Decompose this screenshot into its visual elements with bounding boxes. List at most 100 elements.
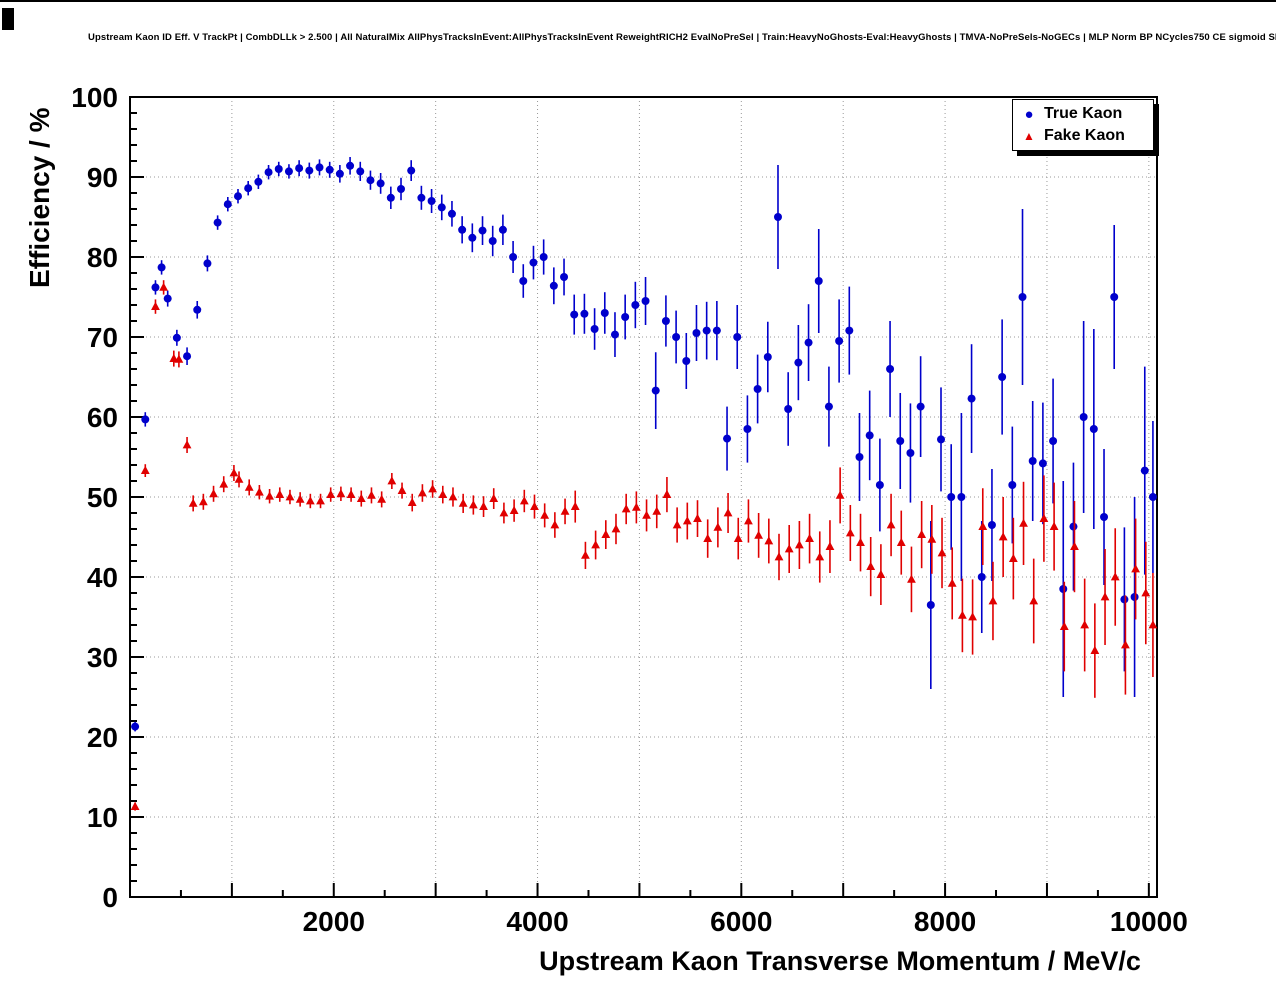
data-point-marker — [906, 449, 915, 457]
data-point-marker — [366, 176, 375, 185]
data-point-marker — [835, 490, 845, 499]
data-point-marker — [591, 540, 601, 549]
data-point-marker — [804, 338, 813, 347]
x-tick-label: 10000 — [1110, 906, 1188, 937]
data-point-marker — [530, 501, 539, 510]
data-point-marker — [978, 521, 988, 530]
data-point-marker — [499, 508, 509, 517]
data-point-marker — [325, 165, 334, 174]
data-point-marker — [560, 506, 570, 515]
data-point-marker — [1019, 518, 1028, 527]
data-point-marker — [130, 801, 140, 810]
data-point-marker — [743, 425, 752, 433]
data-point-marker — [1090, 645, 1100, 654]
true-kaon-circle-marker-icon: ● — [1024, 105, 1034, 123]
data-point-marker — [193, 305, 202, 314]
data-point-marker — [825, 541, 835, 550]
data-point-marker — [356, 493, 366, 502]
data-point-marker — [468, 233, 477, 242]
data-point-marker — [387, 476, 397, 485]
data-point-marker — [549, 281, 558, 290]
data-point-marker — [865, 431, 874, 440]
data-point-marker — [642, 510, 651, 519]
data-point-marker — [1049, 437, 1058, 445]
data-point-marker — [407, 497, 417, 506]
legend-label-fake-kaon: Fake Kaon — [1044, 127, 1125, 144]
series-true-kaon — [131, 157, 1157, 732]
data-point-marker — [692, 329, 701, 337]
y-tick-label: 30 — [87, 642, 118, 673]
data-point-marker — [581, 550, 590, 559]
top-left-marker — [2, 8, 14, 30]
data-point-marker — [428, 484, 437, 493]
data-point-marker — [1028, 457, 1037, 465]
axis-ticks — [130, 96, 1150, 898]
data-point-marker — [448, 492, 458, 501]
data-point-marker — [172, 333, 181, 342]
data-point-marker — [326, 489, 336, 498]
data-point-marker — [447, 209, 456, 218]
data-point-marker — [151, 283, 160, 292]
data-point-marker — [1100, 592, 1110, 601]
data-point-marker — [1079, 413, 1088, 421]
data-point-marker — [794, 540, 804, 549]
data-point-marker — [468, 500, 478, 509]
data-point-marker — [458, 225, 467, 234]
data-point-marker — [163, 294, 172, 303]
data-point-marker — [335, 169, 344, 178]
data-point-marker — [947, 578, 957, 587]
data-point-marker — [987, 521, 996, 529]
data-point-marker — [264, 168, 273, 177]
data-point-marker — [169, 353, 179, 362]
tick-labels: 0 10 20 30 40 50 60 70 80 90 100 2000 4000 6000 8000 10… — [71, 82, 1188, 937]
data-point-marker — [967, 394, 976, 403]
data-point-marker — [1089, 425, 1098, 433]
data-point-marker — [437, 203, 446, 212]
data-point-marker — [672, 520, 682, 529]
data-point-marker — [209, 489, 218, 498]
data-point-marker — [140, 465, 150, 474]
data-point-marker — [845, 326, 854, 335]
data-point-marker — [458, 498, 468, 507]
data-point-marker — [488, 237, 497, 245]
data-point-marker — [570, 501, 580, 510]
data-point-marker — [733, 333, 742, 341]
y-tick-label: 80 — [87, 242, 118, 273]
data-point-marker — [1148, 620, 1157, 629]
data-point-marker — [539, 253, 548, 261]
canvas-top-border — [0, 0, 1276, 2]
data-point-marker — [886, 520, 896, 529]
data-point-marker — [784, 405, 793, 413]
data-point-marker — [367, 490, 376, 499]
data-point-marker — [174, 354, 184, 363]
data-point-marker — [896, 437, 905, 445]
data-point-marker — [886, 365, 895, 373]
data-point-marker — [661, 317, 670, 325]
legend-label-true-kaon: True Kaon — [1044, 105, 1123, 122]
y-tick-label: 50 — [87, 482, 118, 513]
data-point-marker — [662, 489, 672, 498]
data-point-marker — [713, 522, 723, 531]
data-point-marker — [377, 494, 387, 503]
data-point-marker — [998, 532, 1008, 541]
data-point-marker — [213, 218, 222, 227]
data-point-marker — [1120, 595, 1129, 604]
data-point-marker — [794, 358, 803, 367]
data-point-marker — [957, 610, 967, 619]
data-point-marker — [866, 561, 876, 570]
data-point-marker — [397, 485, 407, 494]
data-point-marker — [805, 533, 814, 542]
data-point-marker — [1141, 588, 1151, 597]
data-point-marker — [233, 192, 242, 201]
data-point-marker — [438, 489, 448, 498]
data-point-marker — [754, 530, 764, 539]
y-tick-label: 0 — [102, 882, 118, 913]
data-point-marker — [305, 166, 314, 175]
data-point-marker — [198, 497, 208, 506]
data-point-marker — [560, 273, 569, 281]
data-point-marker — [876, 569, 886, 578]
data-point-marker — [478, 226, 487, 235]
data-point-marker — [305, 496, 315, 505]
data-point-marker — [346, 489, 356, 498]
data-point-marker — [693, 513, 702, 522]
